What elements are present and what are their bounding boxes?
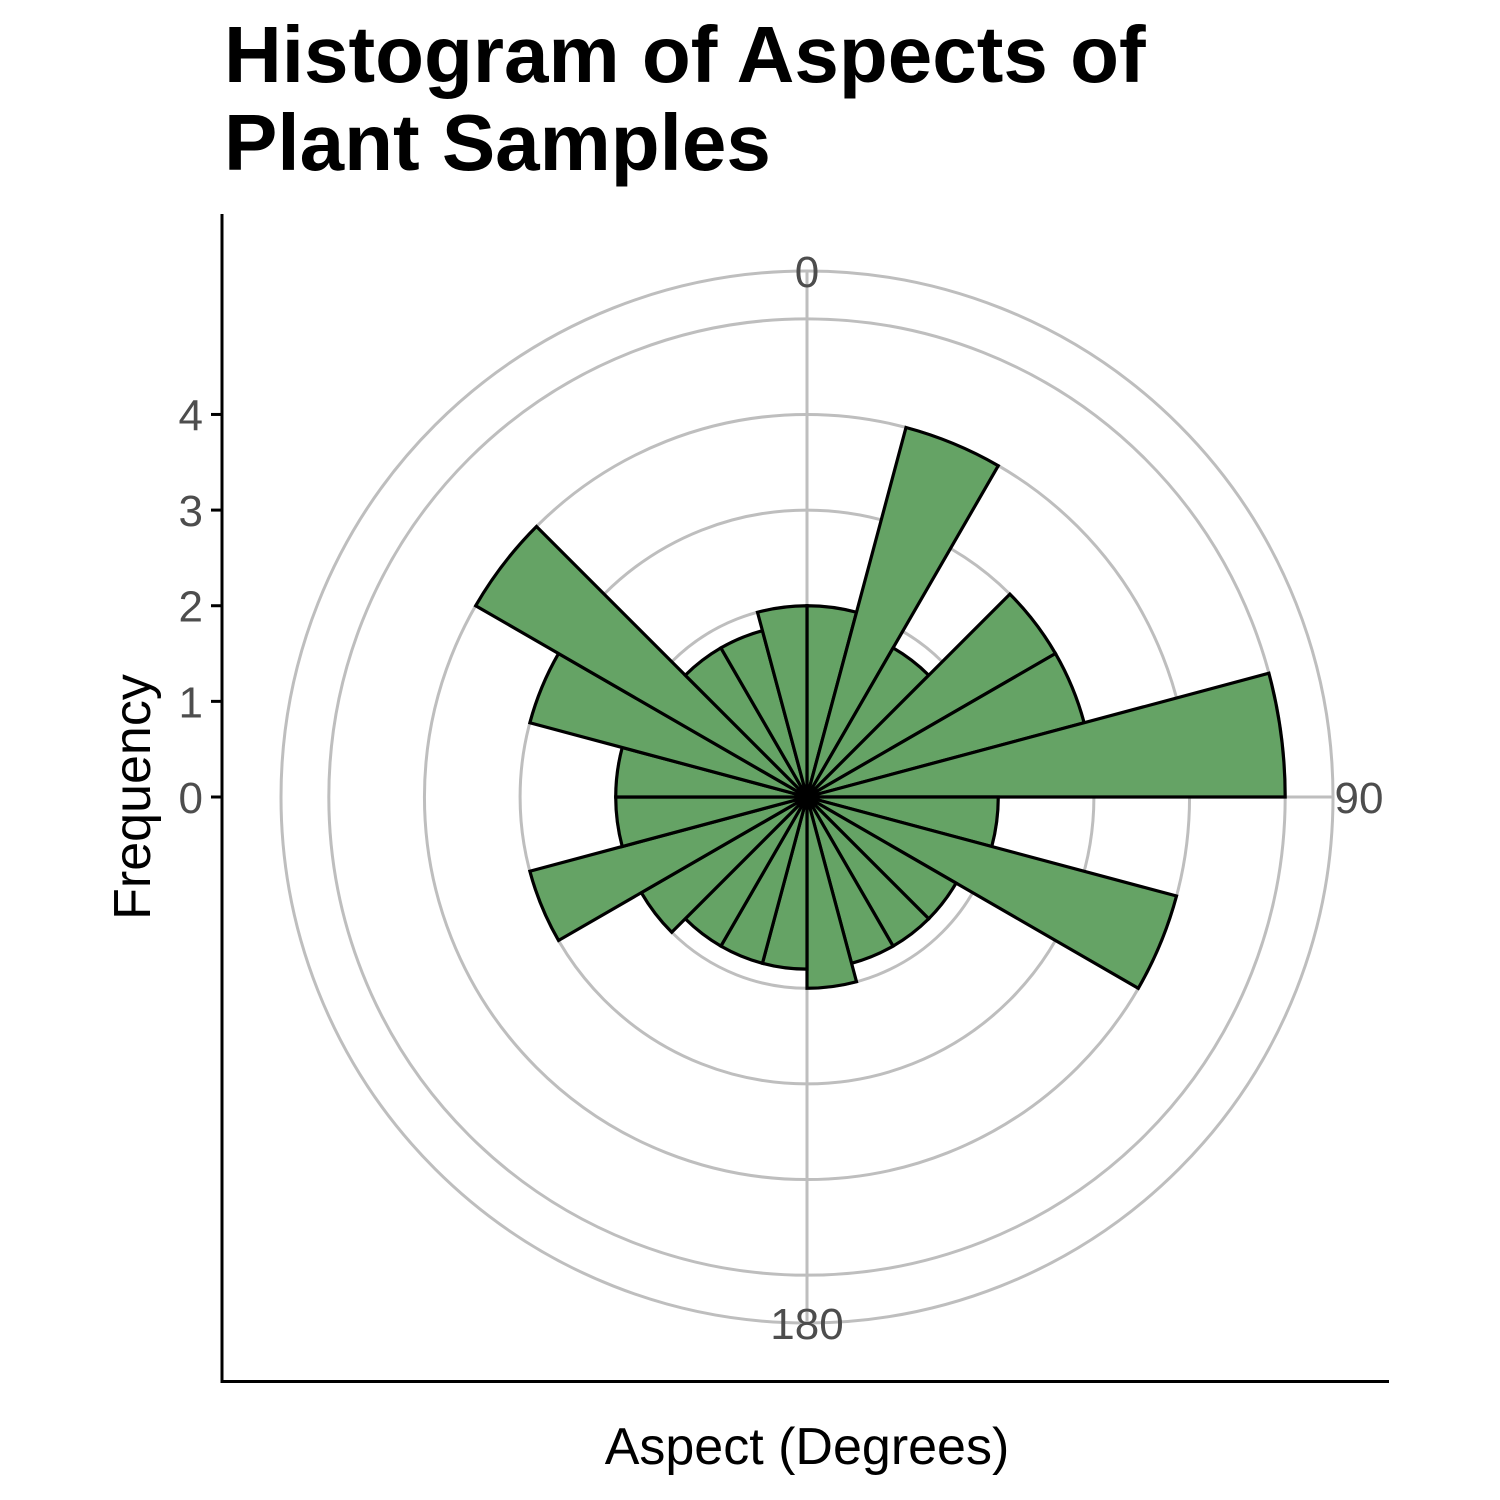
y-axis-ticks: 0 1 2 3 4 bbox=[179, 391, 222, 823]
y-tick-label: 1 bbox=[179, 678, 203, 727]
histogram-bar bbox=[805, 796, 859, 990]
histogram-bar bbox=[527, 795, 808, 943]
y-tick-label: 2 bbox=[179, 583, 203, 632]
angle-tick-label: 0 bbox=[795, 248, 819, 297]
y-tick-label: 3 bbox=[179, 487, 203, 536]
histogram-bar bbox=[805, 425, 1001, 798]
histogram-bar bbox=[473, 524, 809, 799]
y-tick-label: 0 bbox=[179, 774, 203, 823]
angle-tick-label: 180 bbox=[770, 1300, 843, 1349]
y-axis: 0 1 2 3 4 bbox=[179, 214, 224, 1383]
angle-tick-label: 90 bbox=[1335, 774, 1384, 823]
y-tick-label: 4 bbox=[179, 391, 203, 440]
histogram-bar bbox=[755, 604, 809, 798]
histogram-bar bbox=[806, 795, 1179, 991]
x-axis-title: Aspect (Degrees) bbox=[605, 1418, 1010, 1476]
histogram-bar bbox=[806, 671, 1287, 799]
chart-title-line-1: Histogram of Aspects of bbox=[224, 10, 1146, 99]
y-axis-title: Frequency bbox=[104, 674, 162, 920]
histogram-bars bbox=[473, 425, 1287, 991]
angle-tick-labels: 0 90 180 bbox=[770, 248, 1383, 1349]
chart-title-line-2: Plant Samples bbox=[224, 98, 771, 187]
